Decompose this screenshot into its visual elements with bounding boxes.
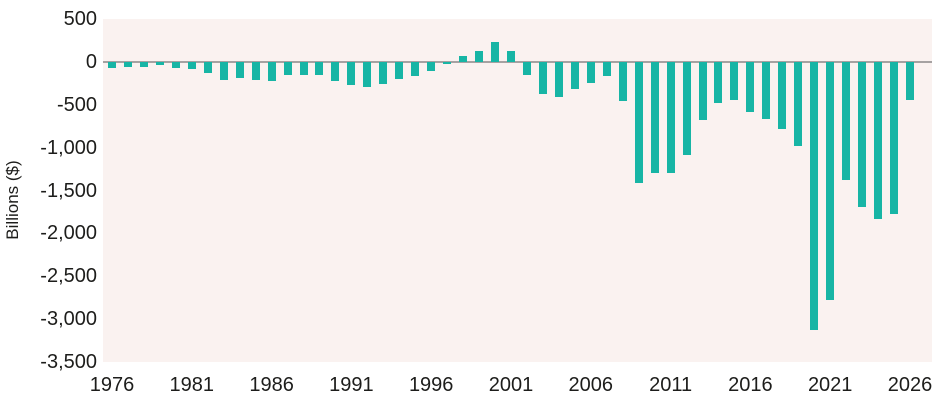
y-tick-label--1500: -1,500 bbox=[40, 179, 97, 202]
bar-2009 bbox=[634, 61, 643, 184]
bar-1998 bbox=[459, 55, 468, 62]
x-tick-label-1976: 1976 bbox=[89, 374, 135, 396]
y-tick-label--3500: -3,500 bbox=[40, 351, 97, 373]
bar-2014 bbox=[714, 61, 723, 104]
bar-2012 bbox=[682, 61, 691, 156]
zero-axis-line bbox=[103, 60, 932, 63]
bar-2008 bbox=[618, 61, 627, 102]
bar-1984 bbox=[235, 61, 244, 78]
bar-2007 bbox=[602, 61, 611, 76]
bar-2017 bbox=[762, 61, 771, 119]
bar-1982 bbox=[203, 61, 212, 73]
x-tick-label-2006: 2006 bbox=[568, 374, 614, 396]
y-tick-label-0: 0 bbox=[85, 50, 97, 73]
bar-1979 bbox=[155, 61, 164, 66]
bar-2015 bbox=[730, 61, 739, 100]
bar-2005 bbox=[570, 61, 579, 90]
bar-2006 bbox=[586, 61, 595, 84]
bar-2021 bbox=[826, 61, 835, 300]
x-tick-label-2011: 2011 bbox=[649, 374, 693, 396]
bar-2018 bbox=[778, 61, 787, 129]
bar-1986 bbox=[267, 61, 276, 81]
bar-1992 bbox=[363, 61, 372, 87]
y-tick-label--2500: -2,500 bbox=[40, 265, 97, 288]
bar-2023 bbox=[858, 61, 867, 208]
bar-2004 bbox=[554, 61, 563, 98]
bar-2025 bbox=[890, 61, 899, 215]
bar-2024 bbox=[874, 61, 883, 220]
y-tick-label--1000: -1,000 bbox=[40, 136, 97, 159]
bar-2011 bbox=[666, 61, 675, 174]
y-tick-label--2000: -2,000 bbox=[40, 222, 97, 245]
bar-2020 bbox=[810, 61, 819, 331]
bar-2000 bbox=[491, 41, 500, 62]
bar-1978 bbox=[139, 61, 148, 67]
bar-1995 bbox=[411, 61, 420, 76]
y-tick-label--3000: -3,000 bbox=[40, 308, 97, 331]
bar-2013 bbox=[698, 61, 707, 121]
bar-1994 bbox=[395, 61, 404, 80]
bar-1976 bbox=[108, 61, 116, 69]
x-tick-label-2021: 2021 bbox=[807, 374, 853, 396]
bar-1988 bbox=[299, 61, 308, 76]
bar-1990 bbox=[331, 61, 340, 81]
bar-1996 bbox=[427, 61, 436, 72]
x-tick-label-2001: 2001 bbox=[488, 374, 534, 396]
bar-2026 bbox=[906, 61, 914, 101]
bar-2003 bbox=[538, 61, 547, 95]
bar-1985 bbox=[251, 61, 260, 81]
x-tick-label-1981: 1981 bbox=[169, 374, 215, 396]
bar-1981 bbox=[187, 61, 196, 69]
bar-2019 bbox=[794, 61, 803, 147]
bar-1999 bbox=[475, 51, 484, 62]
x-tick-label-2026: 2026 bbox=[887, 374, 933, 396]
bar-1997 bbox=[443, 61, 452, 64]
bar-2016 bbox=[746, 61, 755, 113]
bar-1983 bbox=[219, 61, 228, 80]
bar-1991 bbox=[347, 61, 356, 85]
y-tick-label-500: 500 bbox=[63, 8, 97, 30]
bar-2022 bbox=[842, 61, 851, 180]
x-tick-label-1996: 1996 bbox=[408, 374, 454, 396]
x-tick-label-2016: 2016 bbox=[728, 374, 773, 396]
x-tick-label-1991: 1991 bbox=[329, 374, 374, 396]
bar-1987 bbox=[283, 61, 292, 75]
bar-1977 bbox=[123, 61, 132, 67]
bar-2010 bbox=[650, 61, 659, 173]
y-tick-label--500: -500 bbox=[56, 93, 97, 116]
bar-2001 bbox=[507, 50, 515, 62]
bar-1989 bbox=[315, 61, 324, 75]
bar-1980 bbox=[171, 61, 180, 69]
bar-2002 bbox=[522, 61, 531, 76]
x-tick-label-1986: 1986 bbox=[249, 374, 294, 396]
bar-1993 bbox=[379, 61, 388, 84]
